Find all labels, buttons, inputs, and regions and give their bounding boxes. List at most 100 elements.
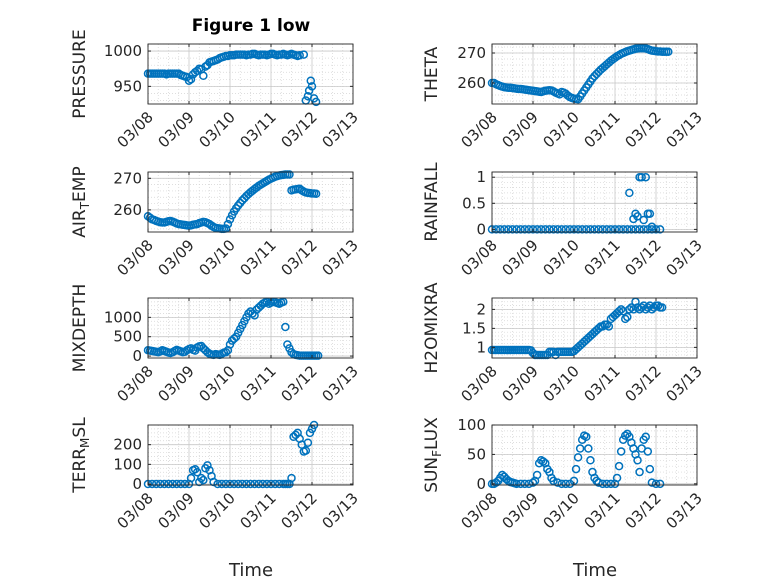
series-markers — [143, 170, 321, 234]
data-point — [225, 215, 235, 224]
x-tick-label: 03/13 — [319, 362, 362, 405]
axes-box — [147, 297, 354, 359]
data-point — [549, 225, 558, 234]
x-tick-label: 03/09 — [155, 236, 198, 279]
x-tick-label: 03/08 — [458, 108, 501, 151]
data-point — [602, 479, 612, 489]
data-point — [508, 225, 517, 234]
data-point — [602, 225, 612, 234]
data-point — [536, 225, 546, 234]
data-point — [225, 479, 235, 489]
data-point — [614, 225, 624, 234]
series-markers — [143, 297, 323, 360]
data-point — [213, 479, 222, 489]
data-point — [594, 225, 603, 234]
axes-box — [491, 43, 698, 105]
y-axis-label: SUNFLUX — [422, 417, 444, 493]
data-point — [295, 51, 304, 60]
x-tick-label: 03/13 — [319, 489, 362, 532]
axes-box — [491, 424, 698, 486]
x-tick-label: 03/12 — [622, 108, 665, 151]
data-point — [199, 475, 208, 485]
x-tick-label: 03/12 — [278, 236, 321, 279]
data-point — [635, 467, 644, 477]
x-tick-label: 03/11 — [581, 108, 624, 151]
data-point — [598, 225, 607, 234]
minor-grid — [492, 171, 697, 232]
data-point — [539, 457, 548, 466]
x-tick-label: 03/13 — [663, 489, 706, 532]
data-point — [186, 473, 196, 483]
data-point — [209, 477, 218, 487]
x-tick-label: 03/10 — [540, 108, 583, 151]
data-point — [541, 225, 550, 234]
data-point — [281, 322, 290, 332]
data-point — [614, 307, 624, 316]
x-tick-label: 03/08 — [458, 236, 501, 279]
data-point — [557, 479, 566, 489]
data-point — [504, 225, 513, 234]
data-point — [301, 446, 311, 455]
data-point — [520, 225, 530, 234]
x-tick-label: 03/09 — [499, 489, 542, 532]
y-axis-label: AIRTEMP — [70, 166, 92, 237]
data-point — [172, 479, 181, 489]
x-tick-label: 03/08 — [458, 362, 501, 405]
data-point — [633, 456, 642, 465]
y-tick-label: 1 — [476, 338, 486, 356]
data-point — [594, 478, 603, 487]
axes-box — [491, 171, 698, 233]
y-axis-label-part: SUN — [422, 457, 442, 493]
data-point — [223, 219, 233, 229]
data-point — [606, 479, 616, 489]
x-tick-label: 03/10 — [196, 108, 239, 151]
data-point — [657, 303, 667, 312]
y-tick-label: 0 — [132, 347, 142, 365]
data-point — [565, 225, 575, 234]
y-tick-label: 0 — [476, 220, 486, 238]
y-axis-label-part: AIR — [70, 209, 90, 238]
data-point — [569, 225, 579, 234]
series-markers — [487, 297, 667, 360]
x-tick-label: 03/13 — [663, 362, 706, 405]
data-point — [664, 47, 673, 57]
x-tick-label: 03/11 — [237, 362, 280, 405]
data-point — [306, 76, 316, 85]
data-point — [192, 66, 202, 76]
data-point — [625, 188, 634, 198]
data-point — [192, 467, 202, 477]
series-markers — [143, 420, 319, 489]
x-tick-label: 03/09 — [499, 108, 542, 151]
y-axis-label: PRESSURE — [70, 29, 90, 118]
data-point — [618, 225, 628, 234]
axes-box — [147, 43, 354, 105]
data-point — [645, 464, 655, 474]
y-tick-label: 50 — [467, 445, 486, 463]
y-axis-label-part: TERR — [70, 448, 90, 494]
data-point — [270, 479, 280, 489]
data-point — [221, 347, 231, 357]
x-tick-label: 03/12 — [622, 489, 665, 532]
x-tick-label: 03/11 — [581, 362, 624, 405]
x-tick-label: 03/09 — [155, 362, 198, 405]
minor-grid — [148, 424, 353, 485]
data-point — [528, 225, 538, 234]
data-point — [586, 225, 595, 234]
data-point — [520, 479, 530, 489]
data-point — [606, 225, 616, 234]
data-point — [623, 312, 632, 322]
x-tick-label: 03/10 — [540, 489, 583, 532]
data-point — [641, 432, 650, 442]
data-point — [571, 464, 581, 474]
data-point — [311, 189, 321, 199]
data-point — [616, 305, 626, 314]
y-tick-label: 260 — [457, 74, 486, 92]
x-tick-label: 03/10 — [196, 362, 239, 405]
data-point — [582, 432, 591, 442]
